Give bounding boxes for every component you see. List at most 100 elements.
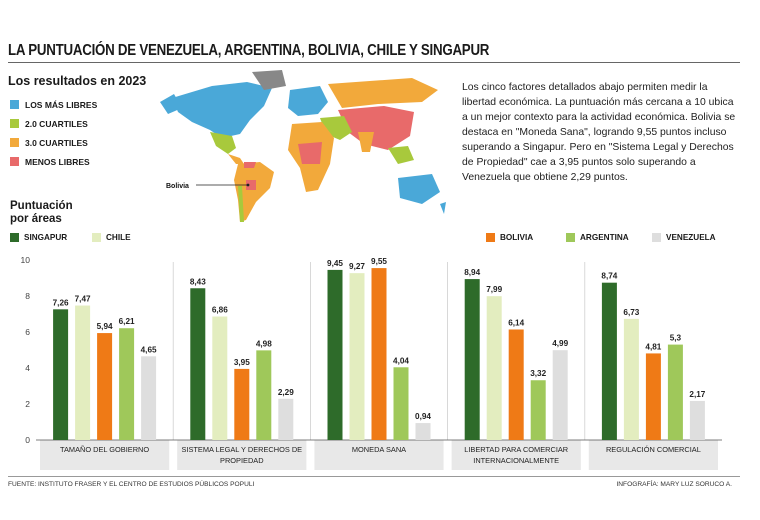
legend-swatch xyxy=(10,138,19,147)
data-label: 9,55 xyxy=(371,257,387,266)
category-label: INTERNACIONALMENTE xyxy=(473,456,559,465)
venezuela-shape xyxy=(244,162,256,168)
y-tick-label: 6 xyxy=(25,327,30,337)
bar xyxy=(234,368,250,440)
page-title: LA PUNTUACIÓN DE VENEZUELA, ARGENTINA, B… xyxy=(8,42,490,59)
category-band xyxy=(40,440,170,470)
data-label: 4,04 xyxy=(393,356,409,365)
data-label: 6,73 xyxy=(623,308,639,317)
bar xyxy=(623,318,639,440)
map-legend-label: MENOS LIBRES xyxy=(25,156,90,167)
data-label: 2,29 xyxy=(278,388,294,397)
title-rule xyxy=(8,62,740,63)
bar xyxy=(508,329,524,440)
series-legend-item: ARGENTINA xyxy=(566,233,629,242)
bar xyxy=(75,305,91,440)
description-text: Los cinco factores detallados abajo perm… xyxy=(462,82,736,183)
map-legend-item: 3.0 CUARTILES xyxy=(10,133,97,152)
map-legend-item: MENOS LIBRES xyxy=(10,152,97,171)
y-tick-label: 0 xyxy=(25,435,30,445)
series-legend: SINGAPUR CHILE BOLIVIA ARGENTINA VENEZUE… xyxy=(0,233,760,247)
europe-shape xyxy=(288,86,328,116)
credit-note: INFOGRAFÍA: MARY LUZ SORUCO A. xyxy=(616,481,732,488)
category-label: SISTEMA LEGAL Y DERECHOS DE xyxy=(181,445,302,454)
map-legend-label: LOS MÁS LIBRES xyxy=(25,99,98,110)
bar-chart: 0 2 4 6 8 10 7,26 7,47 5,94 6,21 4,65 TAMAÑO DEL GO… xyxy=(21,255,722,470)
series-legend-label: BOLIVIA xyxy=(500,233,534,242)
legend-swatch xyxy=(10,119,19,128)
bar xyxy=(530,380,546,440)
bar xyxy=(464,279,480,440)
bar xyxy=(349,273,365,440)
data-label: 5,94 xyxy=(97,322,113,331)
source-note: FUENTE: INSTITUTO FRASER Y EL CENTRO DE … xyxy=(8,481,255,488)
new-zealand-shape xyxy=(440,202,446,214)
category-band xyxy=(177,440,307,470)
category-label: MONEDA SANA xyxy=(352,445,406,454)
data-label: 7,26 xyxy=(53,298,69,307)
data-label: 3,32 xyxy=(530,369,546,378)
data-label: 0,94 xyxy=(415,412,431,421)
category-band xyxy=(451,440,581,470)
bar xyxy=(190,288,206,440)
series-legend-label: SINGAPUR xyxy=(24,233,68,242)
bolivia-callout-label: Bolivia xyxy=(166,183,189,190)
bar xyxy=(97,333,113,440)
bar xyxy=(141,356,157,440)
bar xyxy=(552,350,568,440)
data-label: 9,45 xyxy=(327,259,343,268)
category-band xyxy=(314,440,444,470)
bar xyxy=(278,398,294,440)
map-legend-label: 2.0 CUARTILES xyxy=(25,118,88,129)
legend-swatch xyxy=(10,233,19,242)
mexico-shape xyxy=(210,132,236,154)
bar xyxy=(393,367,409,440)
legend-swatch xyxy=(652,233,661,242)
bar xyxy=(601,282,617,440)
bar xyxy=(212,316,228,440)
legend-swatch xyxy=(486,233,495,242)
series-legend-item: SINGAPUR xyxy=(10,233,67,242)
y-tick-label: 10 xyxy=(21,255,31,265)
bar xyxy=(645,353,661,440)
asia-shape xyxy=(338,106,414,150)
bar xyxy=(689,400,705,440)
world-map: Bolivia xyxy=(160,70,446,222)
series-legend-label: CHILE xyxy=(106,233,131,242)
bolivia-callout-dot xyxy=(246,183,250,187)
series-legend-item: CHILE xyxy=(92,233,131,242)
greenland-shape xyxy=(252,70,286,90)
data-label: 5,3 xyxy=(670,334,682,343)
footer-rule xyxy=(8,476,740,477)
central-america-shape xyxy=(228,154,244,164)
data-label: 7,99 xyxy=(486,285,502,294)
bar xyxy=(256,350,272,440)
india-shape xyxy=(358,132,374,152)
bar xyxy=(119,328,135,440)
data-label: 4,81 xyxy=(645,342,661,351)
category-label: TAMAÑO DEL GOBIERNO xyxy=(60,445,149,454)
bar xyxy=(327,269,343,440)
data-label: 2,17 xyxy=(689,390,705,399)
data-label: 6,21 xyxy=(119,317,135,326)
legend-swatch xyxy=(92,233,101,242)
map-legend-item: LOS MÁS LIBRES xyxy=(10,95,97,114)
category-label: LIBERTAD PARA COMERCIAR xyxy=(464,445,568,454)
data-label: 4,99 xyxy=(552,339,568,348)
legend-swatch xyxy=(10,100,19,109)
central-africa-shape xyxy=(298,142,322,164)
series-legend-item: VENEZUELA xyxy=(652,233,716,242)
category-label: REGULACIÓN COMERCIAL xyxy=(606,445,701,454)
data-label: 8,94 xyxy=(464,268,480,277)
map-legend-item: 2.0 CUARTILES xyxy=(10,114,97,133)
legend-swatch xyxy=(566,233,575,242)
areas-title: Puntuación por áreas xyxy=(10,200,73,225)
north-america-shape xyxy=(172,82,272,138)
data-label: 8,74 xyxy=(601,272,617,281)
category-label: PROPIEDAD xyxy=(220,456,264,465)
data-label: 6,14 xyxy=(508,318,524,327)
bar xyxy=(371,268,387,440)
data-label: 7,47 xyxy=(75,295,91,304)
bar xyxy=(415,423,431,440)
data-label: 8,43 xyxy=(190,277,206,286)
